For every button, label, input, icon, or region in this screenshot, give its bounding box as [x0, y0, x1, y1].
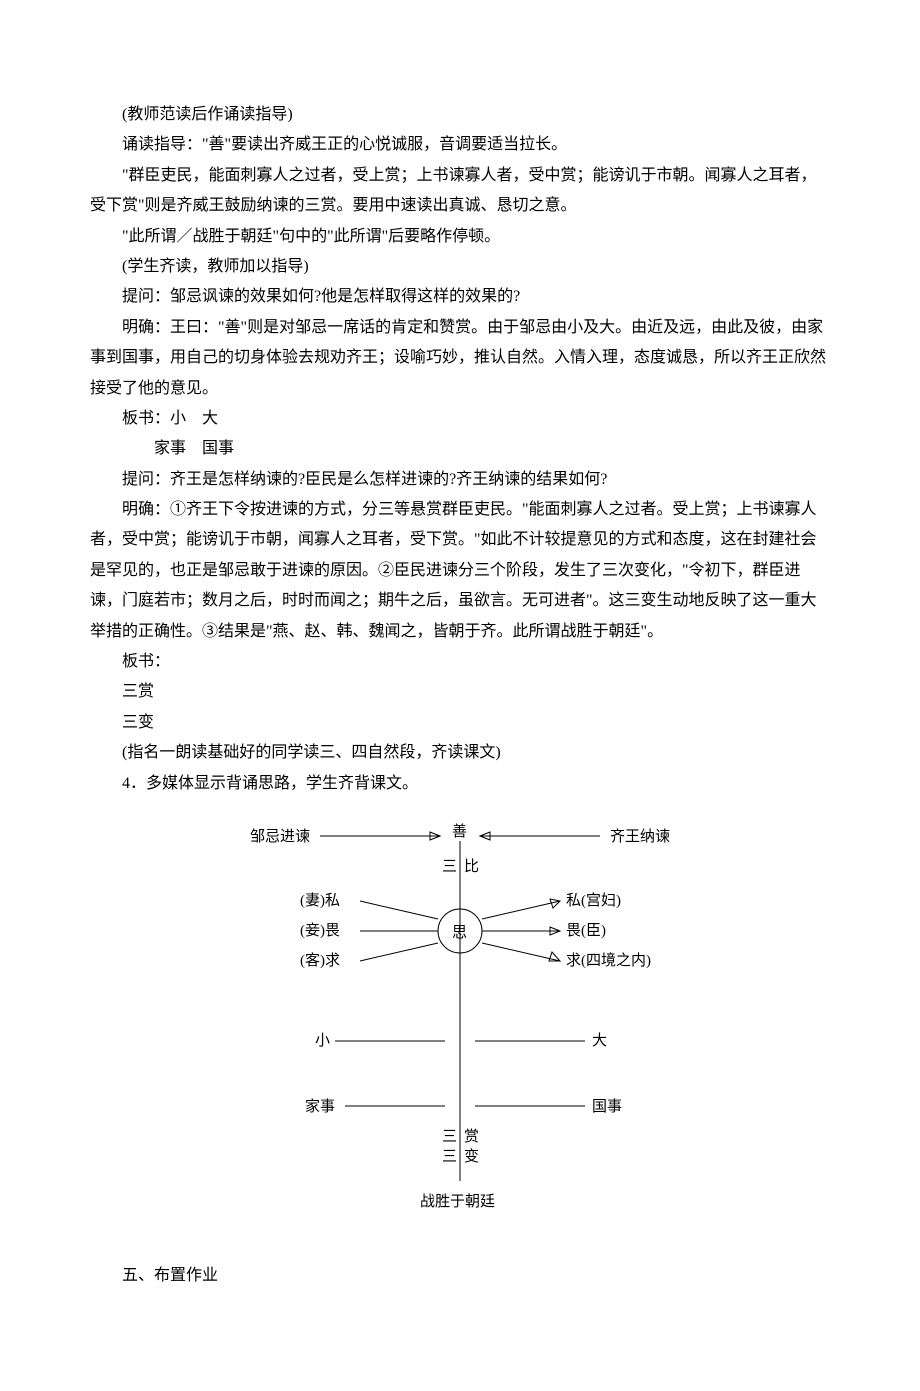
label-bot-sub-a: 三 — [442, 1129, 457, 1145]
spoke-right-3 — [482, 943, 560, 961]
paragraph: 提问：邹忌讽谏的效果如何?他是怎样取得这样的效果的? — [90, 282, 830, 312]
paragraph: 板书： — [90, 647, 830, 677]
diagram-container: 邹忌进谏 善 齐王纳谏 三 比 思 (妻)私 (妾)畏 (客)求 私(宫妇) 畏… — [90, 811, 830, 1231]
spoke-left-3 — [360, 943, 438, 961]
label-right-1: 私(宫妇) — [566, 892, 621, 909]
label-bottom: 战胜于朝廷 — [420, 1193, 495, 1210]
label-top-left: 邹忌进谏 — [250, 828, 310, 845]
paragraph: (学生齐读，教师加以指导) — [90, 252, 830, 282]
label-low-left: 家事 — [305, 1098, 335, 1115]
paragraph: 提问：齐王是怎样纳谏的?臣民是么怎样进谏的?齐王纳谏的结果如何? — [90, 465, 830, 495]
paragraph: (指名一朗读基础好的同学读三、四自然段，齐读课文) — [90, 738, 830, 768]
paragraph: 板书：小 大 — [90, 404, 830, 434]
paragraph: 明确：①齐王下令按进谏的方式，分三等悬赏群臣吏民。"能面刺寡人之过者。受上赏；上… — [90, 495, 830, 647]
paragraph: "此所谓／战胜于朝廷"句中的"此所谓"后要略作停顿。 — [90, 222, 830, 252]
spoke-left-1 — [360, 901, 438, 919]
paragraph: 诵读指导："善"要读出齐威王正的心悦诚服，音调要适当拉长。 — [90, 130, 830, 160]
label-left-2: (妾)畏 — [300, 922, 340, 939]
label-top-right: 齐王纳谏 — [610, 828, 670, 845]
label-bot-sub-d: 变 — [464, 1148, 479, 1165]
concept-diagram: 邹忌进谏 善 齐王纳谏 三 比 思 (妻)私 (妾)畏 (客)求 私(宫妇) 畏… — [240, 811, 680, 1231]
spoke-right-1 — [482, 901, 560, 919]
label-low-right: 国事 — [592, 1098, 622, 1115]
arrowhead — [550, 899, 560, 908]
paragraph: 家事 国事 — [90, 434, 830, 464]
paragraph: 明确：王曰："善"则是对邹忌一席话的肯定和赞赏。由于邹忌由小及大。由近及远，由此… — [90, 313, 830, 404]
label-top-center: 善 — [452, 823, 467, 840]
label-left-1: (妻)私 — [300, 892, 340, 909]
label-bot-sub-b: 三 — [442, 1149, 457, 1165]
paragraph: "群臣吏民，能面刺寡人之过者，受上赏；上书谏寡人者，受中赏；能谤讥于市朝。闻寡人… — [90, 161, 830, 222]
label-center: 思 — [452, 925, 467, 941]
paragraph: 三变 — [90, 708, 830, 738]
label-mid-left: 小 — [315, 1032, 330, 1049]
paragraph: 4．多媒体显示背诵思路，学生齐背课文。 — [90, 769, 830, 799]
document-page: (教师范读后作诵读指导) 诵读指导："善"要读出齐威王正的心悦诚服，音调要适当拉… — [0, 0, 920, 1391]
paragraph: (教师范读后作诵读指导) — [90, 100, 830, 130]
label-top-sub-b: 比 — [464, 858, 479, 875]
paragraph: 五、布置作业 — [90, 1261, 830, 1291]
label-right-2: 畏(臣) — [566, 923, 606, 939]
label-right-3: 求(四境之内) — [566, 951, 651, 969]
label-bot-sub-c: 赏 — [464, 1128, 479, 1145]
paragraph: 三赏 — [90, 677, 830, 707]
label-top-sub-a: 三 — [442, 859, 457, 875]
label-left-3: (客)求 — [300, 952, 340, 969]
label-mid-right: 大 — [592, 1032, 607, 1049]
